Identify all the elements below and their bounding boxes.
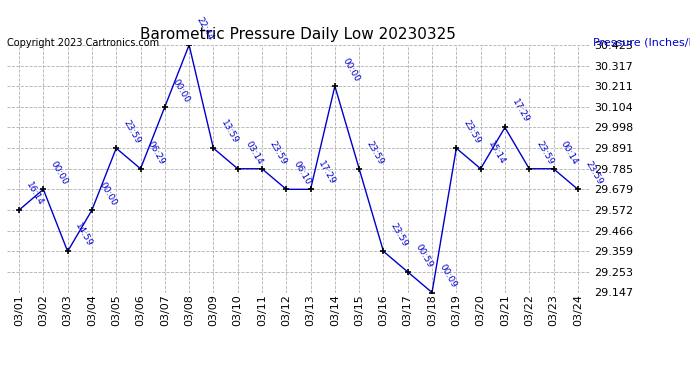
Text: 00:59: 00:59	[413, 242, 434, 269]
Text: 23:59: 23:59	[268, 139, 288, 166]
Text: 15:14: 15:14	[486, 139, 507, 166]
Text: 23:59: 23:59	[462, 118, 482, 146]
Text: 00:00: 00:00	[340, 56, 361, 83]
Text: 22:44: 22:44	[195, 16, 215, 42]
Text: Pressure (Inches/Hg): Pressure (Inches/Hg)	[593, 38, 690, 48]
Text: 16:14: 16:14	[25, 180, 46, 207]
Text: 23:59: 23:59	[365, 139, 386, 166]
Text: Copyright 2023 Cartronics.com: Copyright 2023 Cartronics.com	[7, 38, 159, 48]
Text: 23:59: 23:59	[583, 160, 604, 186]
Title: Barometric Pressure Daily Low 20230325: Barometric Pressure Daily Low 20230325	[141, 27, 456, 42]
Text: 00:00: 00:00	[97, 180, 118, 207]
Text: 03:14: 03:14	[244, 139, 264, 166]
Text: 23:59: 23:59	[535, 139, 555, 166]
Text: 00:09: 00:09	[437, 263, 458, 290]
Text: 17:29: 17:29	[511, 98, 531, 124]
Text: 06:10: 06:10	[292, 160, 313, 186]
Text: 06:29: 06:29	[146, 139, 167, 166]
Text: 00:00: 00:00	[49, 160, 70, 186]
Text: 00:00: 00:00	[170, 77, 191, 104]
Text: 13:59: 13:59	[219, 118, 239, 146]
Text: 23:59: 23:59	[121, 118, 142, 146]
Text: 00:14: 00:14	[559, 139, 580, 166]
Text: 23:59: 23:59	[389, 222, 410, 249]
Text: 14:59: 14:59	[73, 222, 94, 249]
Text: 17:29: 17:29	[316, 160, 337, 186]
